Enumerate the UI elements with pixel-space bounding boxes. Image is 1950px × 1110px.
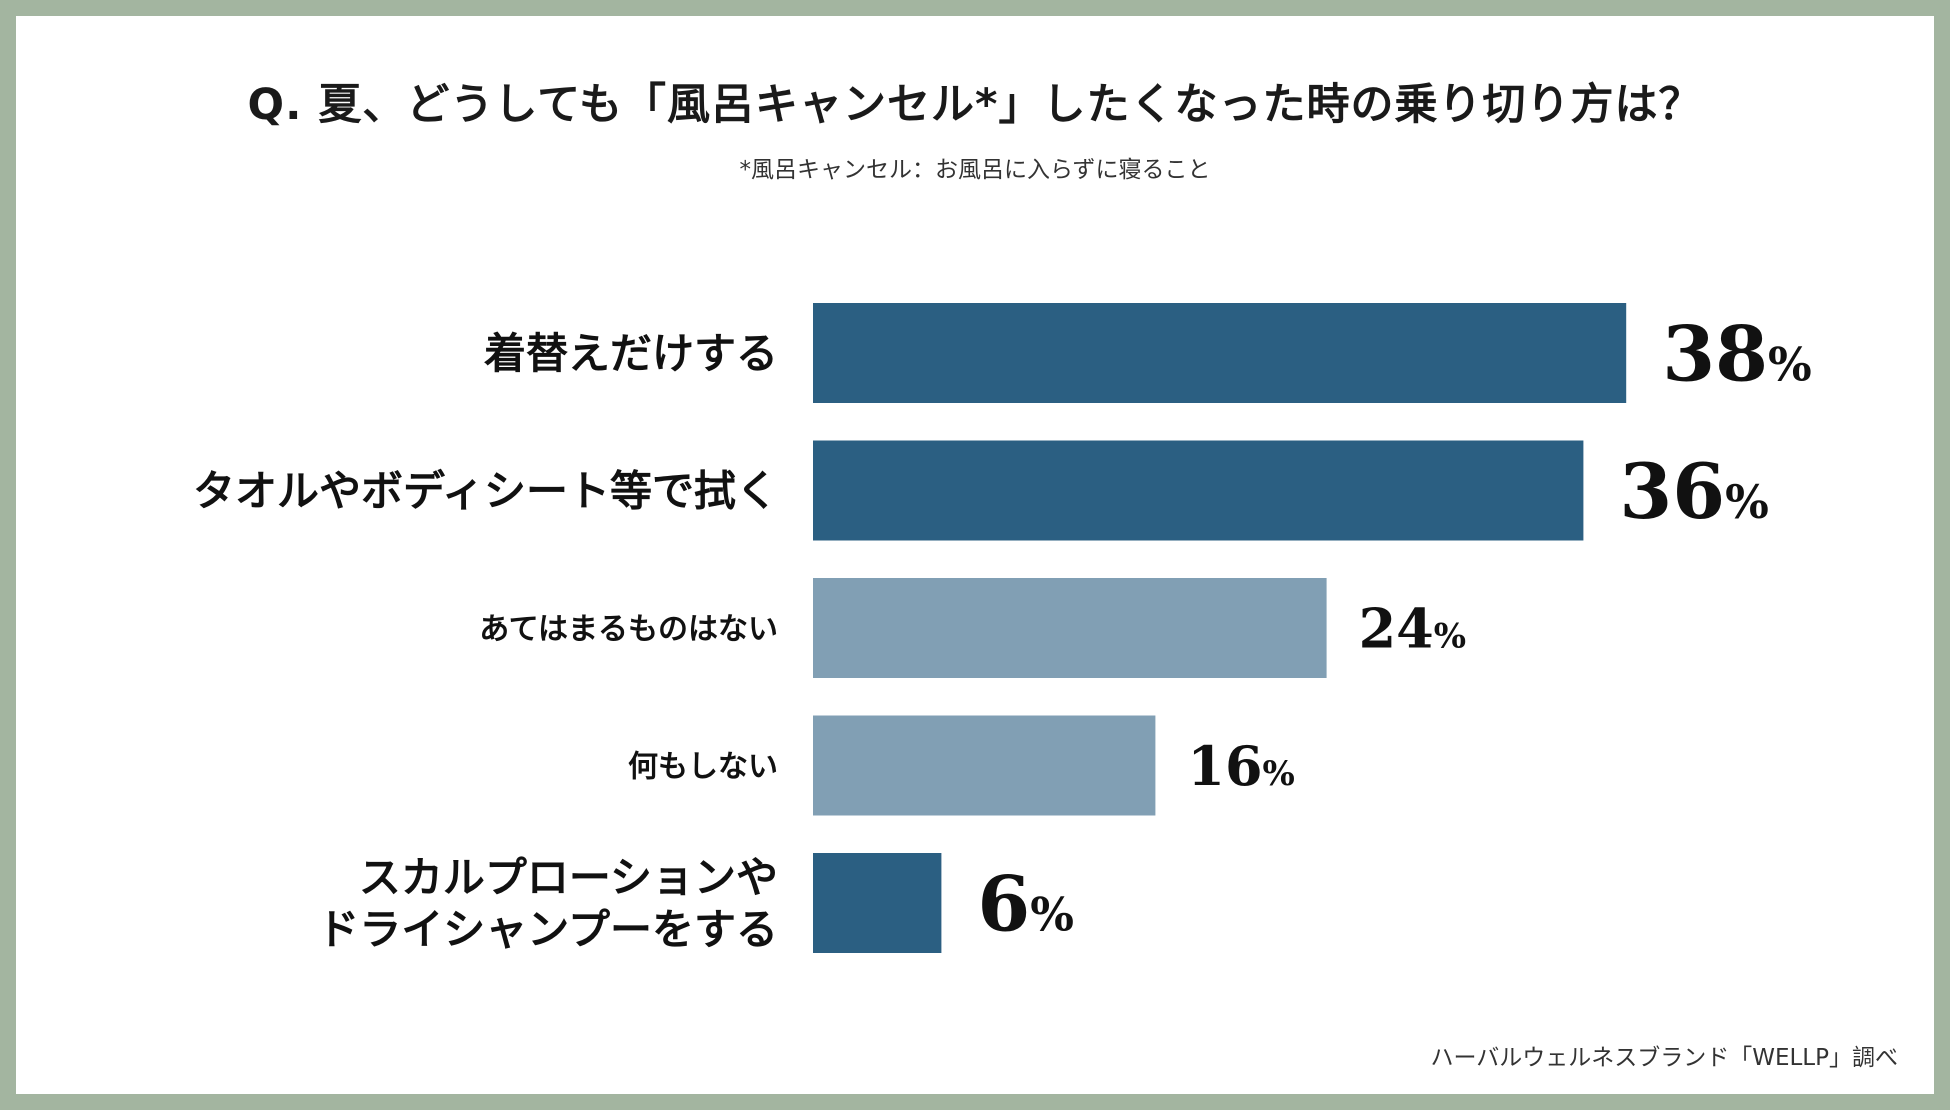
chart-title: Q. 夏、どうしても「風呂キャンセル*」したくなった時の乗り切り方は？ [247, 80, 1703, 130]
category-label-1: タオルやボディシート等で拭く [193, 467, 778, 516]
category-label-2: あてはまるものはない [479, 612, 778, 647]
source-note: ハーバルウェルネスブランド「WELLP」調べ [1430, 1045, 1898, 1071]
value-label-3: 16% [1187, 734, 1294, 798]
chart-subtitle: *風呂キャンセル：お風呂に入らずに寝ること [739, 157, 1211, 183]
chart-card [16, 16, 1934, 1094]
category-label-4: スカルプローションやドライシャンプーをする [317, 853, 778, 954]
bar-4 [813, 853, 942, 953]
bar-1 [813, 440, 1584, 541]
value-label-1: 36% [1619, 447, 1768, 536]
category-label-3: 何もしない [628, 749, 778, 784]
value-label-4: 6% [977, 859, 1074, 948]
category-label-0: 着替えだけする [484, 329, 778, 378]
bar-3 [813, 715, 1156, 816]
bar-2 [813, 578, 1327, 678]
bar-0 [813, 303, 1627, 403]
value-label-2: 24% [1359, 596, 1466, 660]
value-label-0: 38% [1662, 309, 1811, 398]
